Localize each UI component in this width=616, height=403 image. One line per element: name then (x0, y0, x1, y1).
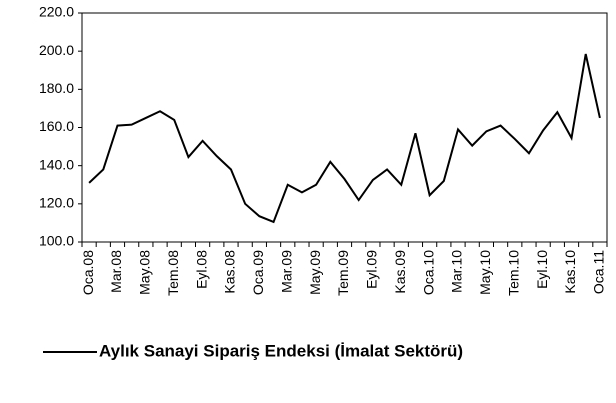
y-tick-label: 220.0 (39, 4, 74, 20)
plot-frame (81, 12, 608, 243)
x-tick-label: Tem.10 (505, 250, 521, 296)
x-tick-label: Kas.09 (392, 250, 408, 294)
x-tick-label: Eyl.09 (364, 250, 380, 289)
x-tick-label: Oca.10 (420, 250, 436, 295)
x-tick-label: Mar.08 (108, 250, 124, 293)
legend-label: Aylık Sanayi Sipariş Endeksi (İmalat Sek… (99, 341, 463, 360)
x-tick-label: Eyl.08 (193, 250, 209, 289)
x-tick-label: Kas.08 (222, 250, 238, 294)
x-tick-label: Mar.09 (278, 250, 294, 293)
y-tick-label: 160.0 (39, 118, 74, 134)
y-tick-label: 140.0 (39, 156, 74, 172)
y-tick-label: 180.0 (39, 80, 74, 96)
x-tick-label: Eyl.10 (534, 250, 550, 289)
y-tick-label: 100.0 (39, 233, 74, 249)
x-tick-label: Mar.10 (449, 250, 465, 293)
x-tick-label: Oca.09 (250, 250, 266, 295)
x-tick-label: Kas.10 (562, 250, 578, 294)
x-tick-label: Oca.11 (591, 250, 607, 294)
x-tick-label: Tem.09 (335, 250, 351, 296)
x-tick-label: Oca.08 (80, 250, 96, 295)
x-tick-label: May.10 (477, 250, 493, 295)
y-tick-label: 120.0 (39, 195, 74, 211)
x-tick-label: Tem.08 (165, 250, 181, 296)
x-tick-label: May.08 (137, 250, 153, 295)
line (88, 53, 601, 224)
y-tick-label: 200.0 (39, 42, 74, 58)
x-tick-label: May.09 (307, 250, 323, 295)
